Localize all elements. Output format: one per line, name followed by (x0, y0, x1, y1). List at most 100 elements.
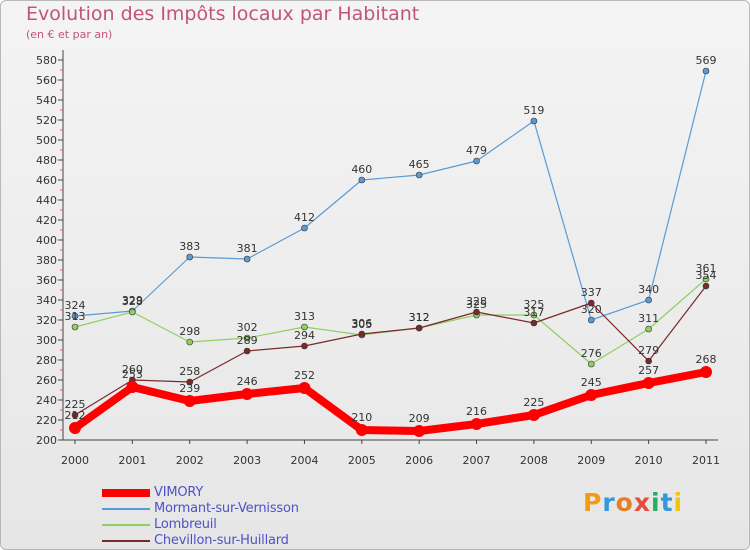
data-point (71, 323, 79, 331)
data-label: 260 (122, 363, 143, 376)
data-label: 354 (696, 269, 717, 282)
data-point (645, 357, 652, 365)
x-tick-label: 2008 (520, 454, 548, 467)
logo-letter: o (615, 488, 634, 517)
x-tick-label: 2003 (233, 454, 261, 467)
y-tick-label: 200 (36, 434, 57, 447)
data-point (355, 424, 368, 436)
data-point (642, 377, 655, 389)
data-point (645, 296, 652, 304)
data-label: 239 (179, 382, 200, 395)
proxiti-logo: Proxiti (583, 488, 683, 517)
data-point (69, 422, 81, 434)
data-point (186, 338, 194, 346)
data-point (186, 378, 194, 386)
series-line-chevillon-sur-huillard (74, 285, 707, 416)
data-point (473, 157, 480, 165)
legend-label: VIMORY (154, 485, 204, 500)
x-tick-label: 2000 (61, 454, 89, 467)
y-tick-label: 260 (36, 374, 57, 387)
data-label: 209 (409, 412, 430, 425)
series-line-lombreuil (74, 278, 707, 365)
y-tick-label: 360 (36, 274, 57, 287)
data-point (587, 316, 595, 324)
data-label: 328 (466, 295, 487, 308)
data-label: 324 (65, 299, 86, 312)
data-label: 325 (466, 298, 487, 311)
data-label: 313 (65, 310, 86, 323)
data-label: 383 (179, 240, 200, 253)
data-label: 253 (122, 368, 143, 381)
y-tick-label: 300 (36, 334, 57, 347)
x-tick-label: 2002 (176, 454, 204, 467)
legend-swatch (102, 489, 150, 497)
data-point (358, 176, 366, 184)
data-point (243, 334, 251, 342)
data-label: 279 (638, 344, 659, 357)
data-label: 302 (237, 321, 258, 334)
data-label: 317 (523, 306, 544, 319)
series-line-vimory (71, 368, 710, 435)
data-label: 246 (237, 375, 258, 388)
data-label: 245 (581, 376, 602, 389)
data-label: 519 (523, 104, 544, 117)
data-label: 210 (351, 411, 372, 424)
chart-subtitle: (en € et par an) (26, 28, 113, 41)
y-tick-label: 380 (36, 254, 57, 267)
data-label: 320 (581, 303, 602, 316)
data-label: 337 (581, 286, 602, 299)
y-tick-label: 560 (36, 74, 57, 87)
y-tick-label: 520 (36, 114, 57, 127)
data-label: 328 (122, 295, 143, 308)
data-point (702, 282, 710, 290)
logo-letter: i (651, 488, 661, 517)
logo-letter: r (602, 488, 616, 517)
data-label: 569 (696, 54, 717, 67)
data-point (587, 299, 595, 307)
legend-label: Lombreuil (154, 517, 217, 532)
logo-letter: P (583, 488, 603, 517)
data-point (587, 360, 595, 368)
data-label: 340 (638, 283, 659, 296)
x-tick-label: 2006 (405, 454, 433, 467)
data-point (530, 311, 538, 319)
logo-letter: i (673, 488, 684, 517)
y-tick-label: 440 (36, 194, 57, 207)
data-label: 312 (409, 311, 430, 324)
y-tick-label: 580 (36, 54, 57, 67)
data-label: 305 (351, 318, 372, 331)
data-point (527, 409, 540, 421)
x-tick-label: 2004 (290, 454, 318, 467)
data-point (129, 308, 136, 316)
y-tick-label: 340 (36, 294, 57, 307)
logo-letter: x (633, 488, 651, 517)
legend-swatch (102, 508, 150, 510)
data-label: 216 (466, 405, 487, 418)
data-point (243, 255, 251, 263)
legend-label: Mormant-sur-Vernisson (154, 501, 299, 516)
data-label: 252 (294, 369, 315, 382)
data-point (473, 308, 480, 316)
x-tick-label: 2007 (463, 454, 491, 467)
data-point (585, 389, 598, 401)
y-tick-label: 320 (36, 314, 57, 327)
y-tick-label: 420 (36, 214, 57, 227)
data-point (470, 418, 483, 430)
data-point (243, 347, 251, 355)
data-point (183, 395, 196, 407)
data-label: 381 (237, 242, 258, 255)
data-point (530, 117, 538, 125)
x-tick-label: 2011 (692, 454, 720, 467)
data-point (413, 425, 426, 437)
data-label: 225 (65, 398, 86, 411)
series-line-mormant-sur-vernisson (74, 70, 707, 321)
x-tick-label: 2001 (118, 454, 146, 467)
data-label: 298 (179, 325, 200, 338)
data-point (298, 382, 311, 394)
data-label: 311 (638, 312, 659, 325)
data-label: 325 (523, 298, 544, 311)
data-label: 225 (523, 396, 544, 409)
data-point (71, 411, 79, 419)
data-label: 361 (696, 262, 717, 275)
